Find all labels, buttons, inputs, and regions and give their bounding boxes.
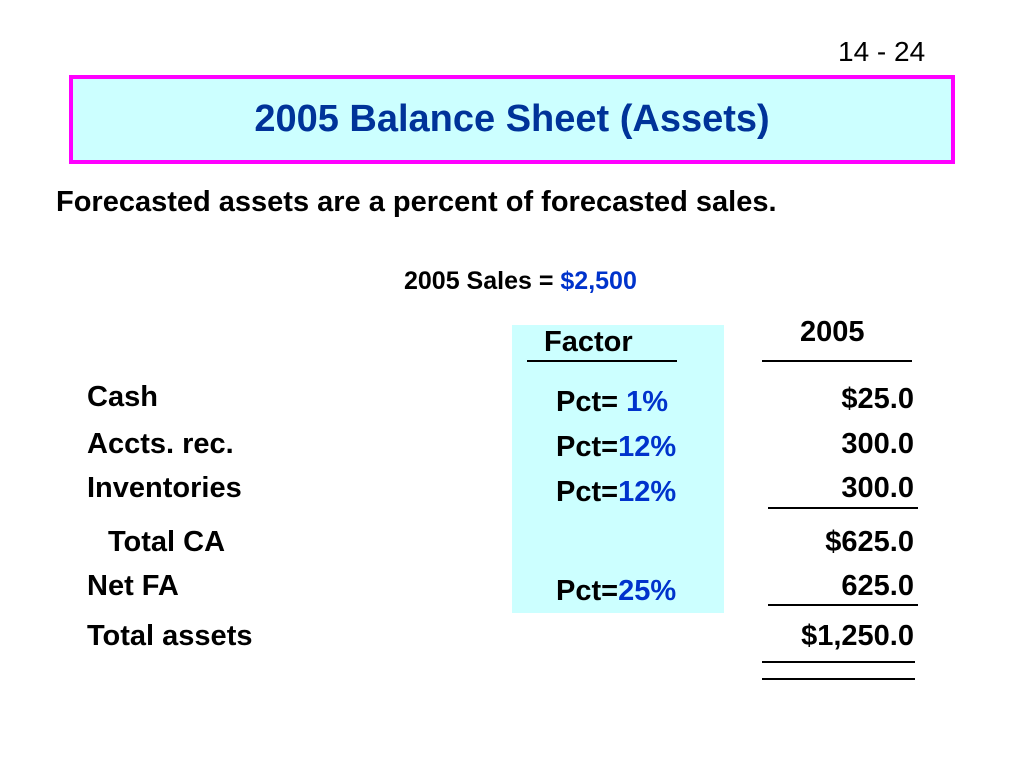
row-label-total-ca: Total CA bbox=[108, 526, 226, 558]
factor-header: Factor bbox=[544, 326, 633, 358]
value-total-ca: $625.0 bbox=[825, 526, 914, 558]
sales-value: $2,500 bbox=[560, 267, 637, 295]
row-label-cash: Cash bbox=[87, 381, 158, 413]
row-label-accts-rec: Accts. rec. bbox=[87, 428, 234, 460]
pct-value: 25% bbox=[618, 575, 677, 607]
pct-label: Pct= bbox=[556, 476, 619, 508]
pct-value: 12% bbox=[618, 431, 677, 463]
value-net-fa: 625.0 bbox=[841, 570, 914, 602]
net-fa-rule bbox=[768, 604, 918, 606]
pct-inventories: Pct=12% bbox=[556, 476, 676, 509]
row-label-net-fa: Net FA bbox=[87, 570, 179, 602]
slide-number: 14 - 24 bbox=[838, 36, 926, 67]
subtotal-rule bbox=[768, 507, 918, 509]
factor-header-rule bbox=[527, 360, 677, 362]
pct-label: Pct= bbox=[556, 386, 619, 418]
row-label-total-assets: Total assets bbox=[87, 620, 253, 652]
slide-title: 2005 Balance Sheet (Assets) bbox=[254, 98, 770, 140]
pct-net-fa: Pct=25% bbox=[556, 575, 676, 608]
sales-label: 2005 Sales = bbox=[404, 267, 561, 295]
year-header-rule bbox=[762, 360, 912, 362]
value-inventories: 300.0 bbox=[841, 472, 914, 504]
title-box: 2005 Balance Sheet (Assets) bbox=[69, 75, 955, 164]
subtitle: Forecasted assets are a percent of forec… bbox=[56, 186, 777, 218]
year-header: 2005 bbox=[800, 316, 865, 348]
factor-panel bbox=[512, 325, 724, 613]
pct-value: 12% bbox=[618, 476, 677, 508]
row-label-inventories: Inventories bbox=[87, 472, 242, 504]
pct-value: 1% bbox=[618, 386, 669, 418]
sales-line: 2005 Sales = $2,500 bbox=[404, 267, 637, 296]
value-accts-rec: 300.0 bbox=[841, 428, 914, 460]
value-cash: $25.0 bbox=[841, 383, 914, 415]
total-double-rule-top bbox=[762, 661, 915, 663]
pct-label: Pct= bbox=[556, 575, 619, 607]
pct-accts-rec: Pct=12% bbox=[556, 431, 676, 464]
pct-cash: Pct= 1% bbox=[556, 386, 668, 419]
pct-label: Pct= bbox=[556, 431, 619, 463]
value-total-assets: $1,250.0 bbox=[801, 620, 914, 652]
total-double-rule-bottom bbox=[762, 678, 915, 680]
